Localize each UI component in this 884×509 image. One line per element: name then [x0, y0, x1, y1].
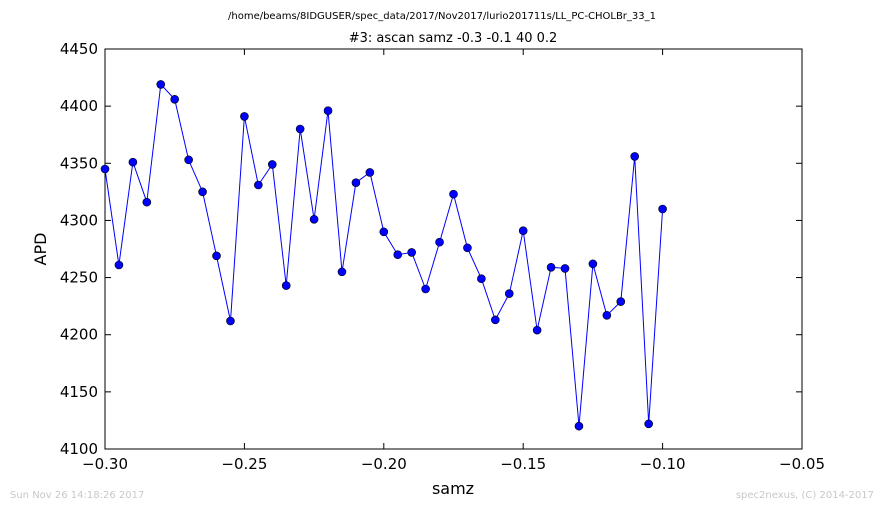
x-tick-label: −0.20: [361, 455, 407, 473]
y-tick-label: 4150: [60, 383, 98, 401]
data-point: [114, 260, 124, 270]
series-layer: [100, 80, 667, 431]
series-line: [104, 83, 664, 427]
data-point: [212, 251, 221, 261]
data-point: [198, 187, 207, 197]
chart-title: #3: ascan samz -0.3 -0.1 40 0.2: [349, 31, 558, 46]
data-point: [588, 259, 598, 269]
x-tick-label: −0.15: [500, 455, 546, 473]
data-point: [602, 310, 612, 320]
data-point: [254, 180, 263, 190]
data-point: [128, 157, 138, 167]
x-axis-label: samz: [432, 479, 474, 498]
figure-suptitle: /home/beams/8IDGUSER/spec_data/2017/Nov2…: [228, 11, 656, 22]
data-point: [240, 112, 249, 121]
y-tick-label: 4100: [60, 440, 98, 458]
data-point: [393, 250, 403, 260]
x-tick-label: −0.05: [779, 455, 825, 473]
data-point: [477, 274, 486, 284]
data-point: [435, 237, 444, 247]
data-point: [337, 267, 347, 277]
x-axis: −0.30 −0.25 −0.20 −0.15 −0.10 −0.05: [82, 49, 825, 473]
data-point: [491, 315, 500, 325]
data-point: [449, 189, 458, 199]
data-point: [226, 316, 235, 326]
data-point: [518, 226, 528, 236]
y-tick-label: 4450: [60, 40, 98, 58]
y-tick-label: 4250: [60, 269, 98, 287]
y-axis-label: APD: [31, 233, 50, 266]
data-point: [574, 421, 584, 431]
data-point: [267, 160, 277, 169]
data-point: [630, 152, 640, 161]
data-point: [504, 289, 514, 298]
data-point: [351, 178, 361, 188]
data-point: [184, 155, 193, 165]
y-tick-label: 4300: [60, 211, 98, 229]
data-point: [309, 214, 319, 224]
data-point: [546, 262, 556, 272]
data-point: [100, 164, 110, 174]
data-point: [170, 94, 179, 104]
data-point: [616, 297, 626, 306]
footer-credit: spec2nexus, (C) 2014-2017: [736, 490, 874, 501]
data-point: [295, 124, 305, 134]
y-tick-label: 4400: [60, 97, 98, 115]
x-tick-label: −0.10: [640, 455, 686, 473]
y-tick-label: 4350: [60, 154, 98, 172]
data-point: [421, 284, 430, 294]
data-point: [644, 419, 653, 429]
data-point: [560, 264, 570, 273]
data-point: [156, 80, 166, 89]
data-point: [142, 197, 152, 207]
data-point: [365, 168, 375, 177]
data-point: [323, 106, 333, 116]
footer-timestamp: Sun Nov 26 14:18:26 2017: [10, 490, 144, 501]
data-point: [463, 243, 472, 253]
data-point: [658, 204, 667, 214]
data-point: [532, 325, 542, 335]
data-point: [281, 281, 291, 290]
plot-frame: [104, 48, 803, 450]
data-point: [379, 227, 389, 237]
y-axis: 4100 4150 4200 4250 4300 4350 4400 4450: [60, 40, 802, 458]
y-tick-label: 4200: [60, 326, 98, 344]
x-tick-label: −0.25: [221, 455, 267, 473]
data-point: [407, 248, 416, 257]
x-tick-label: −0.30: [82, 455, 128, 473]
